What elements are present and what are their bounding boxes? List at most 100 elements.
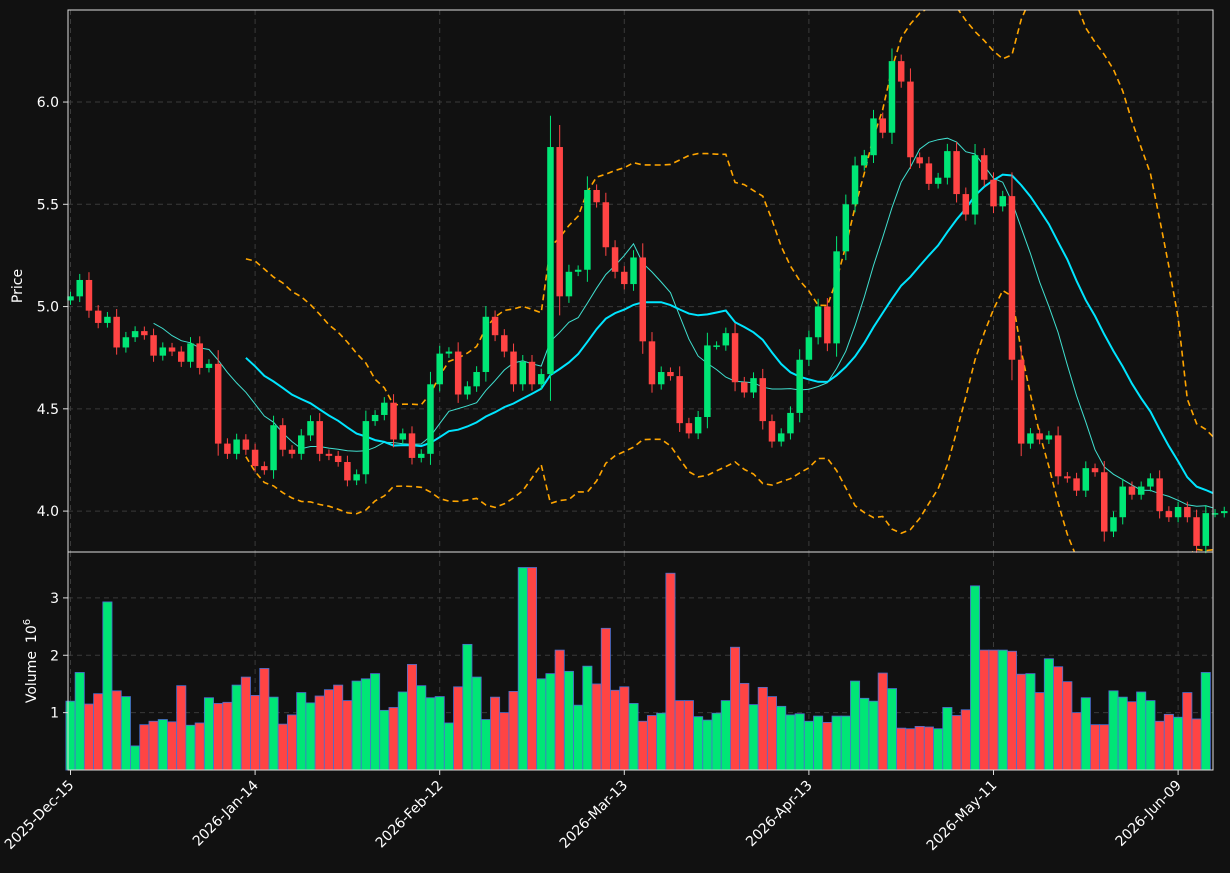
- candle-body: [261, 466, 268, 471]
- candle-body: [94, 310, 102, 323]
- candle-body: [501, 335, 508, 352]
- candle-body: [445, 351, 453, 354]
- ma-fast-line: [153, 137, 1213, 509]
- candle-body: [796, 359, 803, 413]
- price-tick-label: 6.0: [37, 95, 59, 111]
- candle-body: [1110, 517, 1117, 532]
- volume-bar: [683, 700, 694, 771]
- x-tick-label: 2026-May-11: [924, 778, 1001, 855]
- bollinger-bands: [245, 10, 1213, 552]
- volume-frame: [67, 551, 1214, 771]
- candle-body: [676, 376, 683, 424]
- volume-bar: [1126, 701, 1137, 771]
- candle-body: [251, 449, 259, 467]
- volume-bar: [213, 703, 224, 771]
- candle-body: [353, 474, 360, 481]
- candle-body: [1073, 478, 1080, 491]
- candle-body: [214, 363, 222, 444]
- candle-body: [85, 279, 93, 311]
- upper-band-line: [245, 10, 1213, 438]
- candle-body: [916, 157, 923, 164]
- volume-exponent: 6: [22, 619, 33, 625]
- volume-bar: [111, 690, 122, 771]
- volume-bar: [388, 707, 399, 771]
- volume-bars: [65, 567, 1211, 771]
- candle-body: [722, 333, 730, 346]
- volume-bar: [702, 719, 713, 771]
- candle-body: [787, 412, 794, 434]
- volume-bar: [693, 716, 704, 771]
- volume-bar: [231, 684, 242, 771]
- candle-body: [814, 306, 822, 338]
- volume-bar: [471, 676, 482, 771]
- volume-tick-label: 2: [50, 648, 59, 664]
- candle-body: [528, 361, 536, 385]
- candle-body: [122, 337, 130, 348]
- candle-body: [953, 151, 960, 195]
- volume-bar: [305, 702, 316, 771]
- candle-body: [934, 177, 942, 184]
- volume-bar: [757, 686, 768, 771]
- volume-bar: [351, 680, 362, 771]
- candle-body: [510, 351, 517, 385]
- volume-multiplier: 10: [24, 625, 40, 643]
- candle-body: [482, 316, 490, 373]
- candle-body: [178, 351, 185, 362]
- volume-tick-label: 1: [50, 706, 59, 722]
- volume-bar: [656, 712, 667, 771]
- candle-body: [694, 417, 702, 434]
- candle-body: [196, 343, 203, 368]
- candle-body: [1147, 478, 1154, 487]
- volume-bar: [296, 692, 307, 771]
- candle-body: [704, 345, 711, 418]
- volume-bar: [1145, 700, 1156, 771]
- volume-bar: [490, 696, 501, 771]
- volume-bar: [1173, 716, 1184, 771]
- candle-body: [159, 347, 167, 356]
- candle-body: [981, 155, 988, 180]
- volume-bar: [646, 715, 657, 771]
- candle-body: [657, 372, 665, 385]
- volume-bar: [194, 722, 205, 771]
- candle-body: [685, 423, 693, 434]
- candle-body: [270, 425, 277, 471]
- volume-bar: [130, 745, 141, 771]
- volume-bar: [766, 696, 777, 771]
- price-tick-label: 4.0: [37, 504, 59, 520]
- candle-body: [1101, 472, 1108, 532]
- volume-bar: [1080, 697, 1091, 771]
- price-tick-label: 5.0: [37, 300, 59, 316]
- candle-body: [307, 421, 314, 436]
- candle-body: [1054, 435, 1062, 477]
- volume-bar: [74, 672, 85, 771]
- volume-bar: [1016, 673, 1027, 771]
- volume-bar: [1043, 658, 1054, 771]
- candle-body: [971, 155, 979, 215]
- volume-bar: [619, 686, 630, 771]
- volume-bar: [979, 649, 990, 771]
- candle-body: [288, 449, 296, 454]
- date-axis: 2025-Dec-15 2026-Jan-14 2026-Feb-12 2026-Ma…: [2, 770, 1185, 854]
- candle-body: [113, 316, 120, 348]
- volume-bar: [970, 585, 981, 771]
- candle-body: [187, 343, 194, 362]
- volume-bar: [1182, 692, 1193, 771]
- volume-tick-label: 3: [50, 591, 59, 607]
- volume-ticks: 1 2 3: [50, 591, 68, 722]
- candle-body: [1082, 468, 1090, 491]
- candle-body: [1221, 511, 1228, 514]
- candle-body: [141, 331, 148, 336]
- candle-body: [593, 189, 600, 203]
- candle-body: [537, 374, 545, 385]
- volume-bar: [868, 700, 879, 771]
- candle-body: [1036, 433, 1043, 440]
- volume-bar: [573, 704, 584, 771]
- candle-body: [1017, 359, 1025, 444]
- candle-body: [362, 421, 370, 475]
- volume-bar: [1117, 696, 1128, 771]
- candle-body: [1119, 486, 1126, 518]
- candle-body: [399, 433, 407, 440]
- candle-body: [1184, 507, 1191, 518]
- candle-body: [851, 165, 859, 205]
- candle-body: [224, 443, 231, 454]
